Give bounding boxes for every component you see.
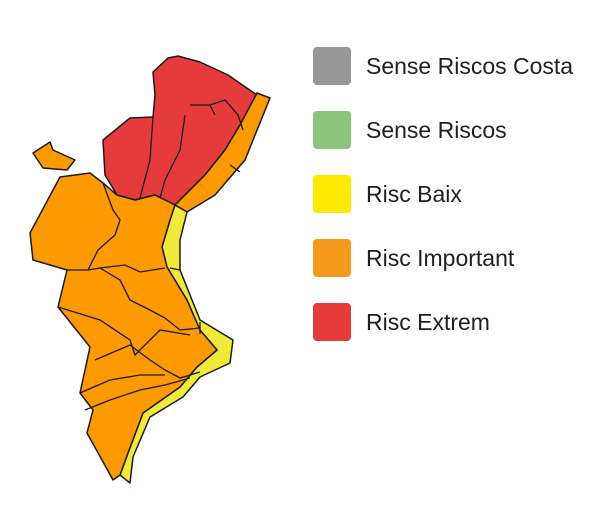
legend-item-risc-extrem: Risc Extrem	[313, 303, 600, 341]
legend-swatch	[313, 303, 351, 341]
legend-swatch	[313, 111, 351, 149]
legend: Sense Riscos Costa Sense Riscos Risc Bai…	[313, 47, 600, 367]
legend-item-sense-riscos-costa: Sense Riscos Costa	[313, 47, 600, 85]
legend-swatch	[313, 175, 351, 213]
legend-item-sense-riscos: Sense Riscos	[313, 111, 600, 149]
legend-swatch	[313, 47, 351, 85]
legend-label: Risc Baix	[366, 180, 462, 207]
legend-label: Sense Riscos	[366, 116, 507, 143]
legend-swatch	[313, 239, 351, 277]
map-region-interior-south[interactable]	[29, 172, 218, 481]
legend-item-risc-important: Risc Important	[313, 239, 600, 277]
map-region-north-interior[interactable]	[102, 55, 258, 206]
district-borders	[57, 99, 244, 411]
legend-item-risc-baix: Risc Baix	[313, 175, 600, 213]
risk-map	[29, 55, 271, 484]
legend-label: Risc Extrem	[366, 308, 490, 335]
map-region-enclave[interactable]	[32, 141, 76, 171]
legend-label: Risc Important	[366, 244, 515, 271]
legend-label: Sense Riscos Costa	[366, 52, 574, 79]
